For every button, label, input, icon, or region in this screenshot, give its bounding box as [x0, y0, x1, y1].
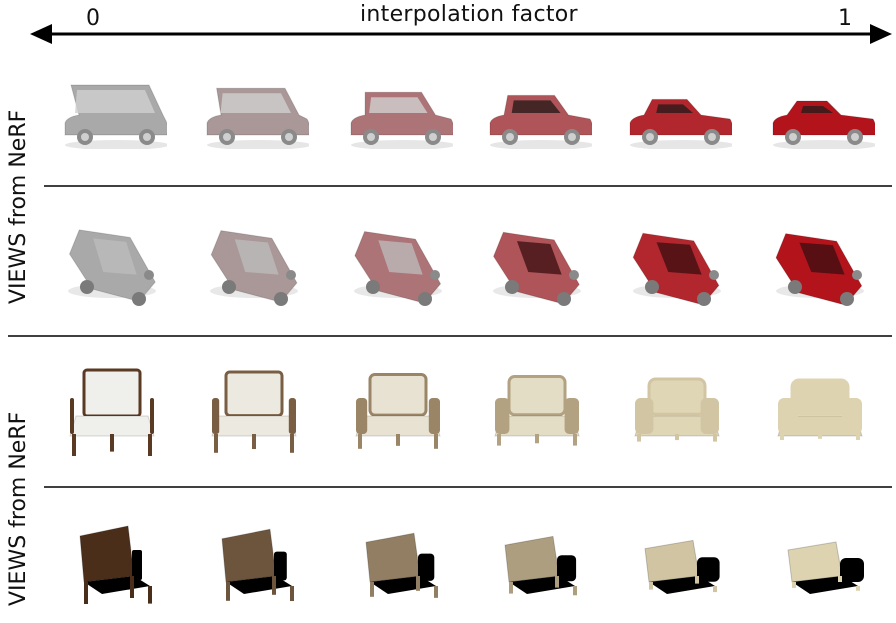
car-angled-view-1: [210, 230, 298, 306]
interpolation-start-label: 0: [86, 6, 101, 31]
interpolation-arrow: [30, 24, 892, 44]
chair-front-view-3: [494, 375, 580, 446]
car-side-view-3: [489, 94, 592, 149]
chair-front-view-1: [211, 370, 297, 453]
chair-back-view-0: [79, 525, 152, 604]
chair-front-view-5: [777, 378, 863, 440]
car-angled-view-4: [632, 232, 721, 306]
car-side-view-1: [206, 87, 309, 149]
car-side-view-5: [772, 100, 875, 149]
car-side-view-4: [629, 98, 732, 149]
chair-back-view-4: [644, 539, 720, 594]
car-angled-view-5: [775, 233, 864, 306]
interpolation-end-label: 1: [838, 6, 853, 31]
chair-back-view-3: [504, 535, 577, 596]
chair-front-view-4: [634, 377, 720, 442]
car-angled-view-2: [354, 231, 442, 306]
interpolation-title: interpolation factor: [360, 2, 578, 27]
group-label-chair: VIEWS from NeRF: [6, 411, 31, 606]
chair-back-view-1: [221, 528, 294, 602]
car-angled-view-0: [68, 229, 156, 306]
chair-front-view-2: [355, 373, 441, 449]
group-label-car: VIEWS from NeRF: [6, 109, 31, 304]
chair-front-view-0: [69, 368, 155, 456]
chair-back-view-5: [787, 541, 864, 594]
car-side-view-2: [350, 91, 453, 149]
car-angled-view-3: [492, 231, 581, 306]
car-side-view-0: [64, 84, 167, 149]
chair-back-view-2: [365, 532, 438, 598]
